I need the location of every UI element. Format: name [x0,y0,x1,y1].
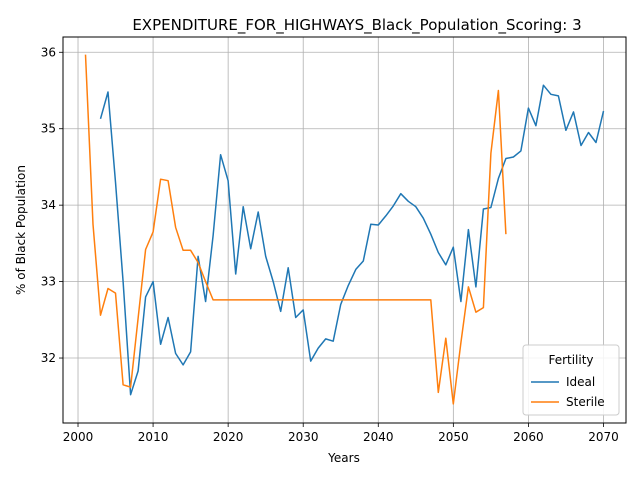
series-line-sterile [84,54,507,405]
y-tick-label: 33 [41,275,56,289]
x-tick-label: 2070 [588,430,619,444]
x-tick-label: 2020 [213,430,244,444]
y-tick-label: 34 [41,198,56,212]
legend-label-ideal: Ideal [566,375,595,389]
y-axis-label: % of Black Population [14,165,28,295]
y-tick-label: 36 [41,45,56,59]
y-axis: 32 33 34 35 36 [41,45,63,365]
x-tick-label: 2050 [438,430,469,444]
series-line-ideal [99,84,605,396]
series-layer [84,54,605,405]
y-tick-label: 35 [41,122,56,136]
legend: Fertility Ideal Sterile [522,344,620,416]
x-tick-label: 2010 [138,430,169,444]
x-tick-label: 2040 [363,430,394,444]
legend-label-sterile: Sterile [566,395,605,409]
plot-area-frame [62,36,627,424]
y-tick-label: 32 [41,351,56,365]
x-tick-label: 2030 [288,430,319,444]
chart-title: EXPENDITURE_FOR_HIGHWAYS_Black_Populatio… [132,16,581,35]
x-tick-label: 2000 [63,430,94,444]
x-tick-label: 2060 [513,430,544,444]
legend-box [522,344,620,416]
x-axis: 2000 2010 2020 2030 2040 2050 2060 2070 [63,423,619,444]
x-axis-label: Years [327,451,360,465]
legend-title: Fertility [548,353,593,367]
